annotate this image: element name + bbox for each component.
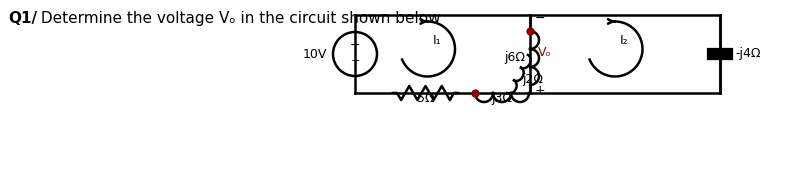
Text: +: + [535,83,546,96]
Text: Q1/: Q1/ [8,11,37,26]
Text: 5Ω: 5Ω [417,92,434,105]
Text: j6Ω: j6Ω [504,51,525,64]
Text: +: + [350,56,360,66]
Text: −: − [535,12,546,25]
Text: j2Ω: j2Ω [522,72,543,85]
Text: j3Ω: j3Ω [491,92,513,105]
Text: Determine the voltage Vₒ in the circuit shown below: Determine the voltage Vₒ in the circuit … [36,11,441,26]
Text: 10V: 10V [302,48,327,61]
Text: -j4Ω: -j4Ω [735,48,761,61]
Text: I₁: I₁ [433,35,441,48]
Text: Vₒ: Vₒ [538,46,552,59]
Text: −: − [350,38,360,51]
Text: I₂: I₂ [620,35,629,48]
